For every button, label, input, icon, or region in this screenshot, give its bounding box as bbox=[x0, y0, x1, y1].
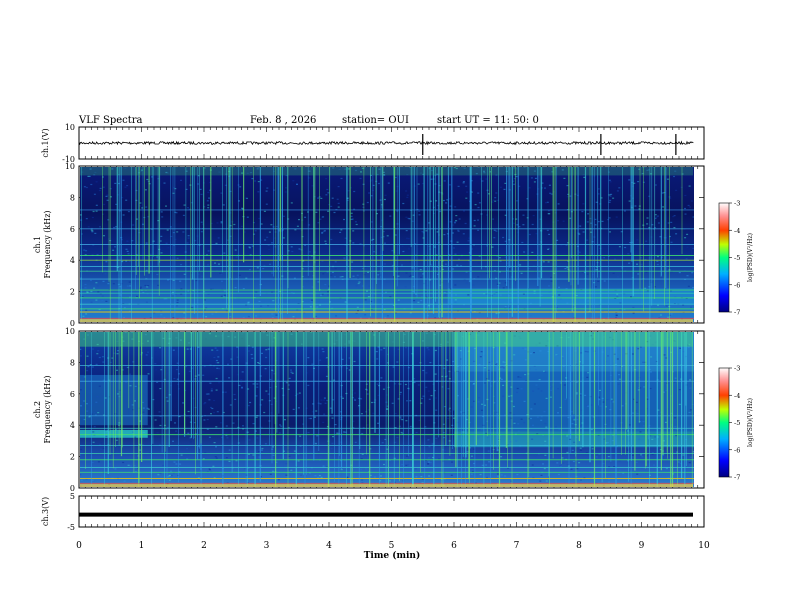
y-tick-label: 8 bbox=[70, 358, 75, 367]
y-axis-label: ch.2 bbox=[33, 401, 42, 418]
y-tick-label: 2 bbox=[70, 288, 75, 297]
ch1-signal-line bbox=[78, 140, 694, 146]
ch1-waveform-panel: 10 -10 ch.1(V) bbox=[41, 123, 705, 164]
y-axis-label: ch.1(V) bbox=[41, 128, 50, 157]
y-tick-label: 0 bbox=[70, 319, 75, 328]
colorbar-tick-label: -6 bbox=[734, 446, 740, 454]
colorbar-tick-label: -7 bbox=[734, 474, 740, 482]
x-tick-label: 6 bbox=[451, 541, 457, 551]
y-tick-label: 6 bbox=[70, 390, 75, 399]
y-tick-label: 8 bbox=[70, 193, 75, 202]
colorbar-gradient bbox=[718, 367, 730, 478]
colorbar-tick-label: -3 bbox=[734, 200, 740, 208]
ch3-waveform-panel: 5 -5 ch.3(V) bbox=[41, 492, 705, 532]
date-label: Feb. 8 , 2026 bbox=[250, 115, 316, 126]
y-axis-label: ch.1 bbox=[33, 236, 42, 253]
x-tick-label: 2 bbox=[201, 541, 207, 551]
start-time-label: start UT = 11: 50: 0 bbox=[437, 115, 539, 126]
colorbar-tick-label: -5 bbox=[734, 254, 740, 262]
y-axis-label: Frequency (kHz) bbox=[43, 375, 52, 443]
colorbar-label: log(PSD)(V²/Hz) bbox=[747, 233, 754, 282]
x-tick-label: 1 bbox=[139, 541, 145, 551]
figure-title: VLF Spectra bbox=[78, 115, 143, 126]
colorbar-tick-label: -7 bbox=[734, 309, 740, 317]
colorbar-tick-label: -4 bbox=[734, 392, 740, 400]
ch2-colorbar: -3 -4 -5 -6 -7 log(PSD)(V²/Hz) bbox=[718, 365, 754, 482]
colorbar-gradient bbox=[718, 202, 730, 313]
colorbar-tick-label: -4 bbox=[734, 227, 740, 235]
x-tick-label: 4 bbox=[326, 541, 332, 551]
y-tick-label: 0 bbox=[70, 484, 75, 493]
ch2-spectrogram-panel: 10 8 6 4 2 0 ch.2 Frequency (kHz) bbox=[33, 327, 705, 493]
station-label: station= OUI bbox=[342, 115, 409, 126]
y-tick-label: 10 bbox=[65, 327, 75, 336]
spectrogram-image bbox=[80, 167, 694, 322]
time-axis: 0 1 2 3 4 5 6 7 8 9 10 bbox=[76, 541, 710, 551]
ch1-spectrogram-panel: 10 8 6 4 2 0 ch.1 Frequency (kHz) bbox=[33, 162, 705, 328]
y-axis-label: ch.3(V) bbox=[41, 497, 50, 526]
x-tick-label: 3 bbox=[264, 541, 270, 551]
y-tick-label: 4 bbox=[70, 421, 75, 430]
y-tick-label: 2 bbox=[70, 453, 75, 462]
x-tick-label: 0 bbox=[76, 541, 82, 551]
y-tick-label: 10 bbox=[65, 162, 75, 171]
x-axis-label: Time (min) bbox=[364, 550, 421, 561]
colorbar-tick-label: -3 bbox=[734, 365, 740, 373]
y-tick-label: -10 bbox=[62, 155, 75, 164]
x-tick-label: 8 bbox=[576, 541, 582, 551]
colorbar-tick-label: -6 bbox=[734, 281, 740, 289]
ch1-colorbar: -3 -4 -5 -6 -7 log(PSD)(V²/Hz) bbox=[718, 200, 754, 317]
y-axis-label: Frequency (kHz) bbox=[43, 210, 52, 278]
colorbar-label: log(PSD)(V²/Hz) bbox=[747, 398, 754, 447]
y-tick-label: 4 bbox=[70, 256, 75, 265]
y-tick-label: 10 bbox=[65, 123, 75, 132]
y-tick-label: -5 bbox=[67, 523, 75, 532]
colorbar-tick-label: -5 bbox=[734, 419, 740, 427]
x-tick-label: 5 bbox=[389, 541, 395, 551]
x-tick-label: 9 bbox=[639, 541, 645, 551]
x-tick-label: 7 bbox=[514, 541, 520, 551]
x-tick-label: 10 bbox=[698, 541, 710, 551]
y-tick-label: 6 bbox=[70, 225, 75, 234]
y-tick-label: 5 bbox=[70, 492, 75, 501]
spectrogram-image bbox=[80, 332, 694, 487]
